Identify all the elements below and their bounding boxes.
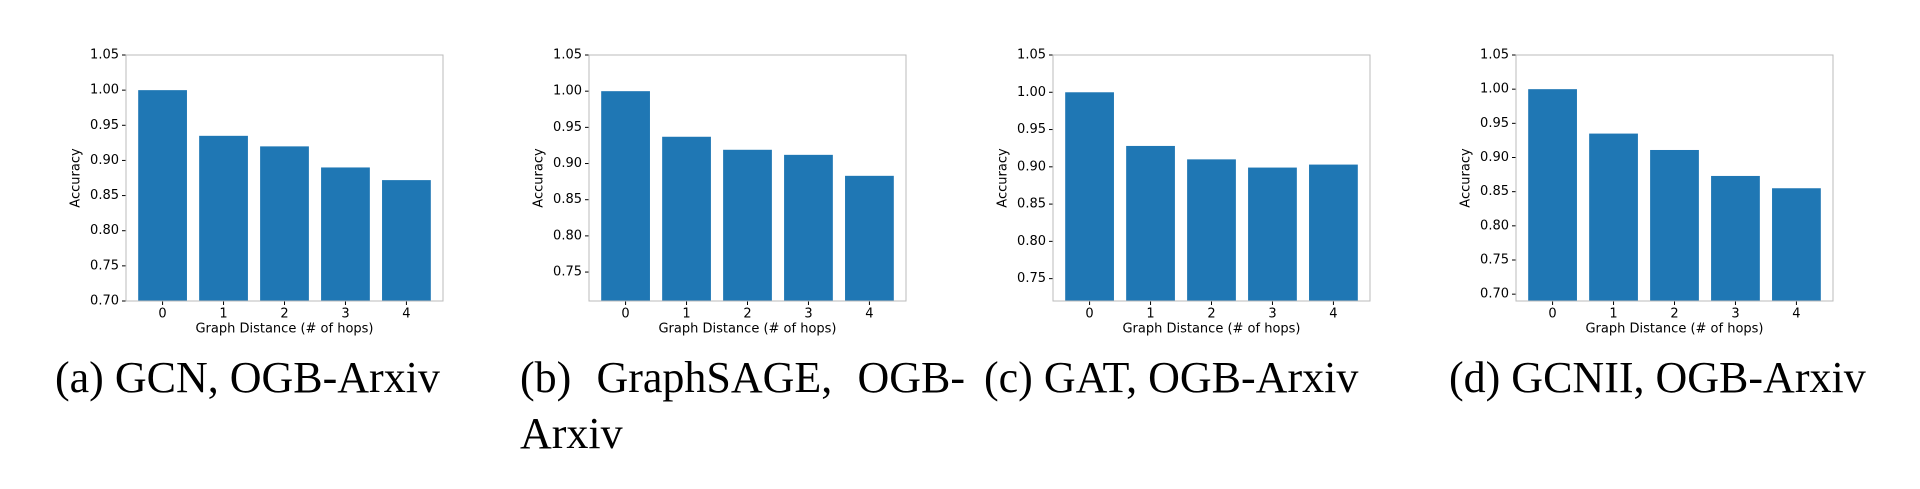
x-axis-label: Graph Distance (# of hops) — [658, 322, 836, 337]
y-tick-label: 0.75 — [1017, 271, 1046, 286]
y-tick-label: 0.70 — [90, 294, 119, 309]
y-tick-label: 0.85 — [1480, 184, 1509, 199]
y-tick-label: 0.75 — [90, 258, 119, 273]
caption: (c) GAT, OGB-Arxiv — [984, 353, 1359, 402]
x-tick-label: 3 — [1268, 307, 1276, 322]
bar — [199, 135, 248, 301]
y-tick-label: 0.90 — [553, 156, 582, 171]
bar — [1528, 89, 1577, 302]
y-tick-label: 0.95 — [90, 118, 119, 133]
x-tick-label: 2 — [280, 307, 288, 322]
y-tick-label: 0.95 — [1017, 122, 1046, 137]
x-tick-label: 1 — [1146, 307, 1154, 322]
axes-frame — [1515, 54, 1834, 302]
y-tick-label: 0.70 — [1480, 287, 1509, 302]
y-tick-label: 1.00 — [90, 83, 119, 98]
y-tick-label: 0.80 — [553, 228, 582, 243]
bar — [784, 154, 833, 301]
x-tick-label: 3 — [341, 307, 349, 322]
x-tick-label: 4 — [1792, 307, 1800, 322]
y-tick-label: 0.80 — [1480, 218, 1509, 233]
y-tick-label: 0.85 — [553, 192, 582, 207]
y-tick-label: 0.80 — [90, 223, 119, 238]
bar — [1065, 92, 1114, 301]
bar — [382, 180, 431, 301]
x-tick-label: 0 — [621, 307, 629, 322]
bar — [845, 175, 894, 301]
bar — [1309, 164, 1358, 301]
x-tick-label: 3 — [1731, 307, 1739, 322]
x-tick-label: 1 — [1609, 307, 1617, 322]
y-tick-label: 0.75 — [1480, 253, 1509, 268]
x-axis-label: Graph Distance (# of hops) — [1122, 322, 1300, 337]
bar — [601, 91, 650, 301]
caption: (b) GraphSAGE, OGB-Arxiv — [520, 353, 965, 458]
x-axis-label: Graph Distance (# of hops) — [1585, 322, 1763, 337]
bar — [321, 167, 370, 301]
y-tick-label: 0.90 — [1017, 159, 1046, 174]
caption: (d) GCNII, OGB-Arxiv — [1449, 353, 1866, 402]
y-axis-label: Accuracy — [69, 148, 84, 208]
y-tick-label: 0.90 — [1480, 150, 1509, 165]
x-tick-label: 3 — [804, 307, 812, 322]
x-tick-label: 0 — [1085, 307, 1093, 322]
y-tick-label: 0.95 — [1480, 116, 1509, 131]
y-tick-label: 0.85 — [1017, 197, 1046, 212]
y-tick-label: 0.95 — [553, 120, 582, 135]
y-tick-label: 0.90 — [90, 153, 119, 168]
x-tick-label: 1 — [219, 307, 227, 322]
y-tick-label: 1.00 — [1017, 85, 1046, 100]
y-tick-label: 1.05 — [1480, 48, 1509, 63]
bar — [1650, 149, 1699, 301]
x-tick-label: 0 — [158, 307, 166, 322]
y-tick-label: 1.05 — [1017, 48, 1046, 63]
y-tick-label: 1.05 — [553, 48, 582, 63]
bar — [662, 136, 711, 301]
x-tick-label: 0 — [1548, 307, 1556, 322]
y-tick-label: 1.00 — [553, 84, 582, 99]
axes-frame — [588, 54, 907, 302]
x-tick-label: 1 — [682, 307, 690, 322]
y-tick-label: 0.80 — [1017, 234, 1046, 249]
y-axis-label: Accuracy — [1459, 148, 1474, 208]
bar — [1187, 159, 1236, 301]
y-tick-label: 1.05 — [90, 48, 119, 63]
bar — [723, 149, 772, 301]
bar — [138, 90, 187, 302]
bar — [260, 146, 309, 301]
y-axis-label: Accuracy — [532, 148, 547, 208]
axes-frame — [125, 54, 444, 302]
x-tick-label: 2 — [1670, 307, 1678, 322]
y-tick-label: 0.75 — [553, 265, 582, 280]
x-tick-label: 4 — [1329, 307, 1337, 322]
bar — [1126, 145, 1175, 301]
x-tick-label: 4 — [865, 307, 873, 322]
bar — [1589, 133, 1638, 301]
x-tick-label: 2 — [1207, 307, 1215, 322]
y-tick-label: 1.00 — [1480, 82, 1509, 97]
x-tick-label: 2 — [743, 307, 751, 322]
bar — [1248, 167, 1297, 301]
y-axis-label: Accuracy — [996, 148, 1011, 208]
axes-frame — [1052, 54, 1371, 302]
bar — [1711, 175, 1760, 301]
bar — [1772, 188, 1821, 301]
x-tick-label: 4 — [402, 307, 410, 322]
x-axis-label: Graph Distance (# of hops) — [195, 322, 373, 337]
y-tick-label: 0.85 — [90, 188, 119, 203]
caption: (a) GCN, OGB-Arxiv — [55, 353, 440, 402]
